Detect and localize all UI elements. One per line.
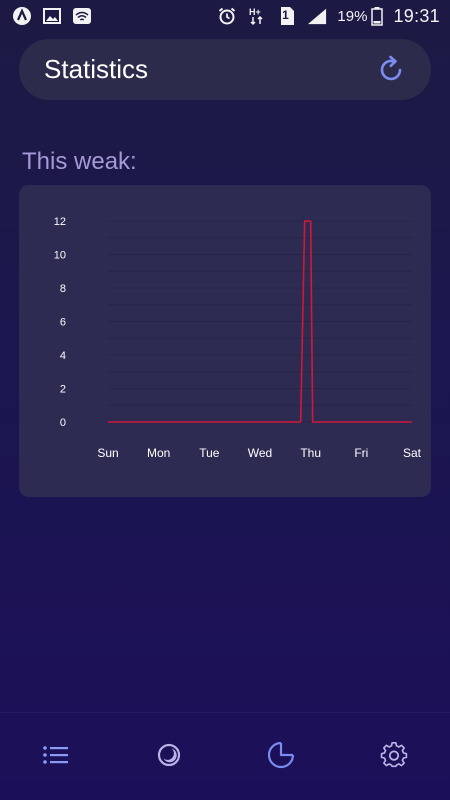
refresh-icon	[380, 55, 402, 80]
y-tick-label: 12	[54, 216, 66, 228]
pie-chart-icon	[268, 741, 295, 768]
status-bar-left	[12, 6, 92, 26]
battery-icon	[371, 6, 384, 26]
weekly-line-chart: 0 2 4 6 8 10 12 Sun Mon Tue Wed Thu Fri Sat	[54, 216, 422, 460]
svg-text:H+: H+	[249, 7, 261, 17]
series-line	[108, 220, 412, 423]
y-tick-label: 8	[60, 283, 66, 295]
moon-icon	[157, 743, 180, 766]
battery-percent: 19%	[337, 7, 368, 25]
y-tick-label: 0	[60, 417, 66, 429]
page-title: Statistics	[44, 54, 149, 84]
clock: 19:31	[393, 5, 440, 26]
app-header: Statistics	[19, 39, 431, 100]
list-icon	[43, 745, 69, 764]
nav-item-settings[interactable]	[366, 727, 422, 783]
y-tick-label: 6	[60, 317, 66, 329]
image-icon	[42, 6, 62, 26]
wifi-icon	[72, 6, 92, 26]
x-category-label: Wed	[248, 446, 272, 460]
x-category-label: Mon	[147, 446, 170, 460]
status-bar: H+ 1 19% 19:31	[0, 0, 450, 32]
sim-icon: 1	[277, 6, 297, 26]
nav-item-night[interactable]	[141, 727, 197, 783]
nav-item-list[interactable]	[28, 727, 84, 783]
status-bar-right: H+ 1 19% 19:31	[217, 6, 440, 27]
data-transfer-icon: H+	[247, 6, 267, 26]
sim-slot-label: 1	[282, 8, 289, 22]
x-category-label: Sun	[97, 446, 118, 460]
nav-item-statistics[interactable]	[253, 727, 309, 783]
signal-icon	[307, 6, 327, 26]
x-category-label: Thu	[300, 446, 321, 460]
alarm-icon	[217, 6, 237, 26]
app-icon	[12, 6, 32, 26]
refresh-button[interactable]	[375, 54, 407, 86]
x-category-label: Sat	[403, 446, 422, 460]
weekly-chart-card: 0 2 4 6 8 10 12 Sun Mon Tue Wed Thu Fri Sat	[19, 185, 431, 497]
x-category-label: Fri	[354, 446, 368, 460]
x-category-label: Tue	[199, 446, 220, 460]
y-tick-label: 10	[54, 250, 66, 262]
bottom-navigation	[0, 712, 450, 800]
gear-icon	[380, 741, 407, 767]
y-tick-label: 4	[60, 350, 66, 362]
section-title: This weak:	[22, 148, 137, 175]
y-tick-label: 2	[60, 384, 66, 396]
